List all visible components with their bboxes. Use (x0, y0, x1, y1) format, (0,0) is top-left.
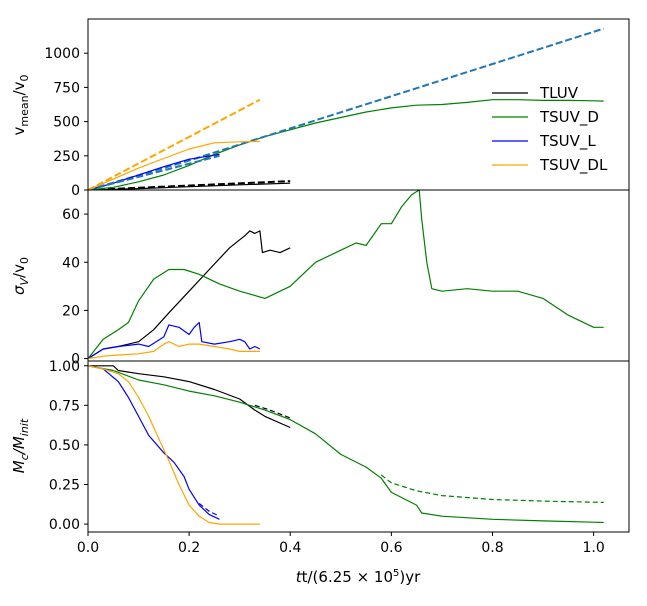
series-line-tsuv-d (88, 365, 604, 524)
legend: TLUV TSUV_D TSUV_L TSUV_DL (492, 84, 608, 175)
series-line-tluv (88, 365, 291, 429)
legend-label: TSUV_D (539, 108, 599, 127)
ytick-label: 40 (62, 255, 80, 271)
ytick-label: 1.00 (49, 359, 80, 375)
ytick-label: 250 (53, 149, 80, 165)
ytick-label: 20 (62, 303, 80, 319)
series-line-tsuv-d (88, 190, 604, 359)
panel-bottom: 0.00 0.25 0.50 0.75 1.00 0.0 0.2 0.4 0.6 0.8 1.0 (49, 359, 630, 556)
series-line-tsuv-l-dashed (198, 503, 220, 517)
ylabel-bottom: Mc/Minit (10, 418, 31, 473)
ytick-label: 0.50 (49, 438, 80, 454)
series-line-tsuv-l-fit (88, 154, 220, 190)
ytick-label: 500 (53, 115, 80, 131)
legend-label: TLUV (539, 84, 579, 102)
ylabel-middle: σV/v0 (10, 257, 31, 295)
axes-frame (87, 360, 630, 533)
series-line-tsuv-l (88, 321, 261, 360)
ylabel-top: vmean/v0 (10, 74, 31, 135)
series-line-tluv-fit (88, 180, 291, 190)
ytick-label: 0 (71, 352, 80, 368)
xtick-label: 0.0 (77, 540, 99, 556)
xtick-label: 0.2 (178, 540, 200, 556)
series-line-tsuv-dl (88, 341, 260, 360)
legend-label: TSUV_L (539, 132, 596, 151)
ytick-label: 0.00 (49, 517, 80, 533)
ytick-label: 750 (53, 80, 80, 96)
ytick-label: 0.75 (49, 398, 80, 414)
ytick-label: 60 (62, 207, 80, 223)
xlabel: tt/(6.25 × 105)yr (296, 568, 421, 586)
legend-label: TSUV_DL (539, 156, 608, 175)
xtick-label: 0.8 (481, 540, 503, 556)
series-line-tsuv-l (88, 365, 220, 520)
ytick-label: 0.25 (49, 478, 80, 494)
ytick-label: 0 (71, 183, 80, 199)
series-line-tsuv-dl (88, 140, 260, 190)
xtick-label: 1.0 (582, 540, 604, 556)
xtick-label: 0.4 (279, 540, 301, 556)
series-line-tsuv-d (88, 99, 604, 190)
series-line-tsuv-dl (88, 365, 260, 525)
xtick-label: 0.6 (380, 540, 402, 556)
series-line-tsuv-dl-fit (88, 98, 261, 190)
ytick-label: 1000 (44, 46, 80, 62)
series-line-tluv (88, 230, 291, 360)
series-line-tsuv-d-dashed (380, 474, 604, 503)
